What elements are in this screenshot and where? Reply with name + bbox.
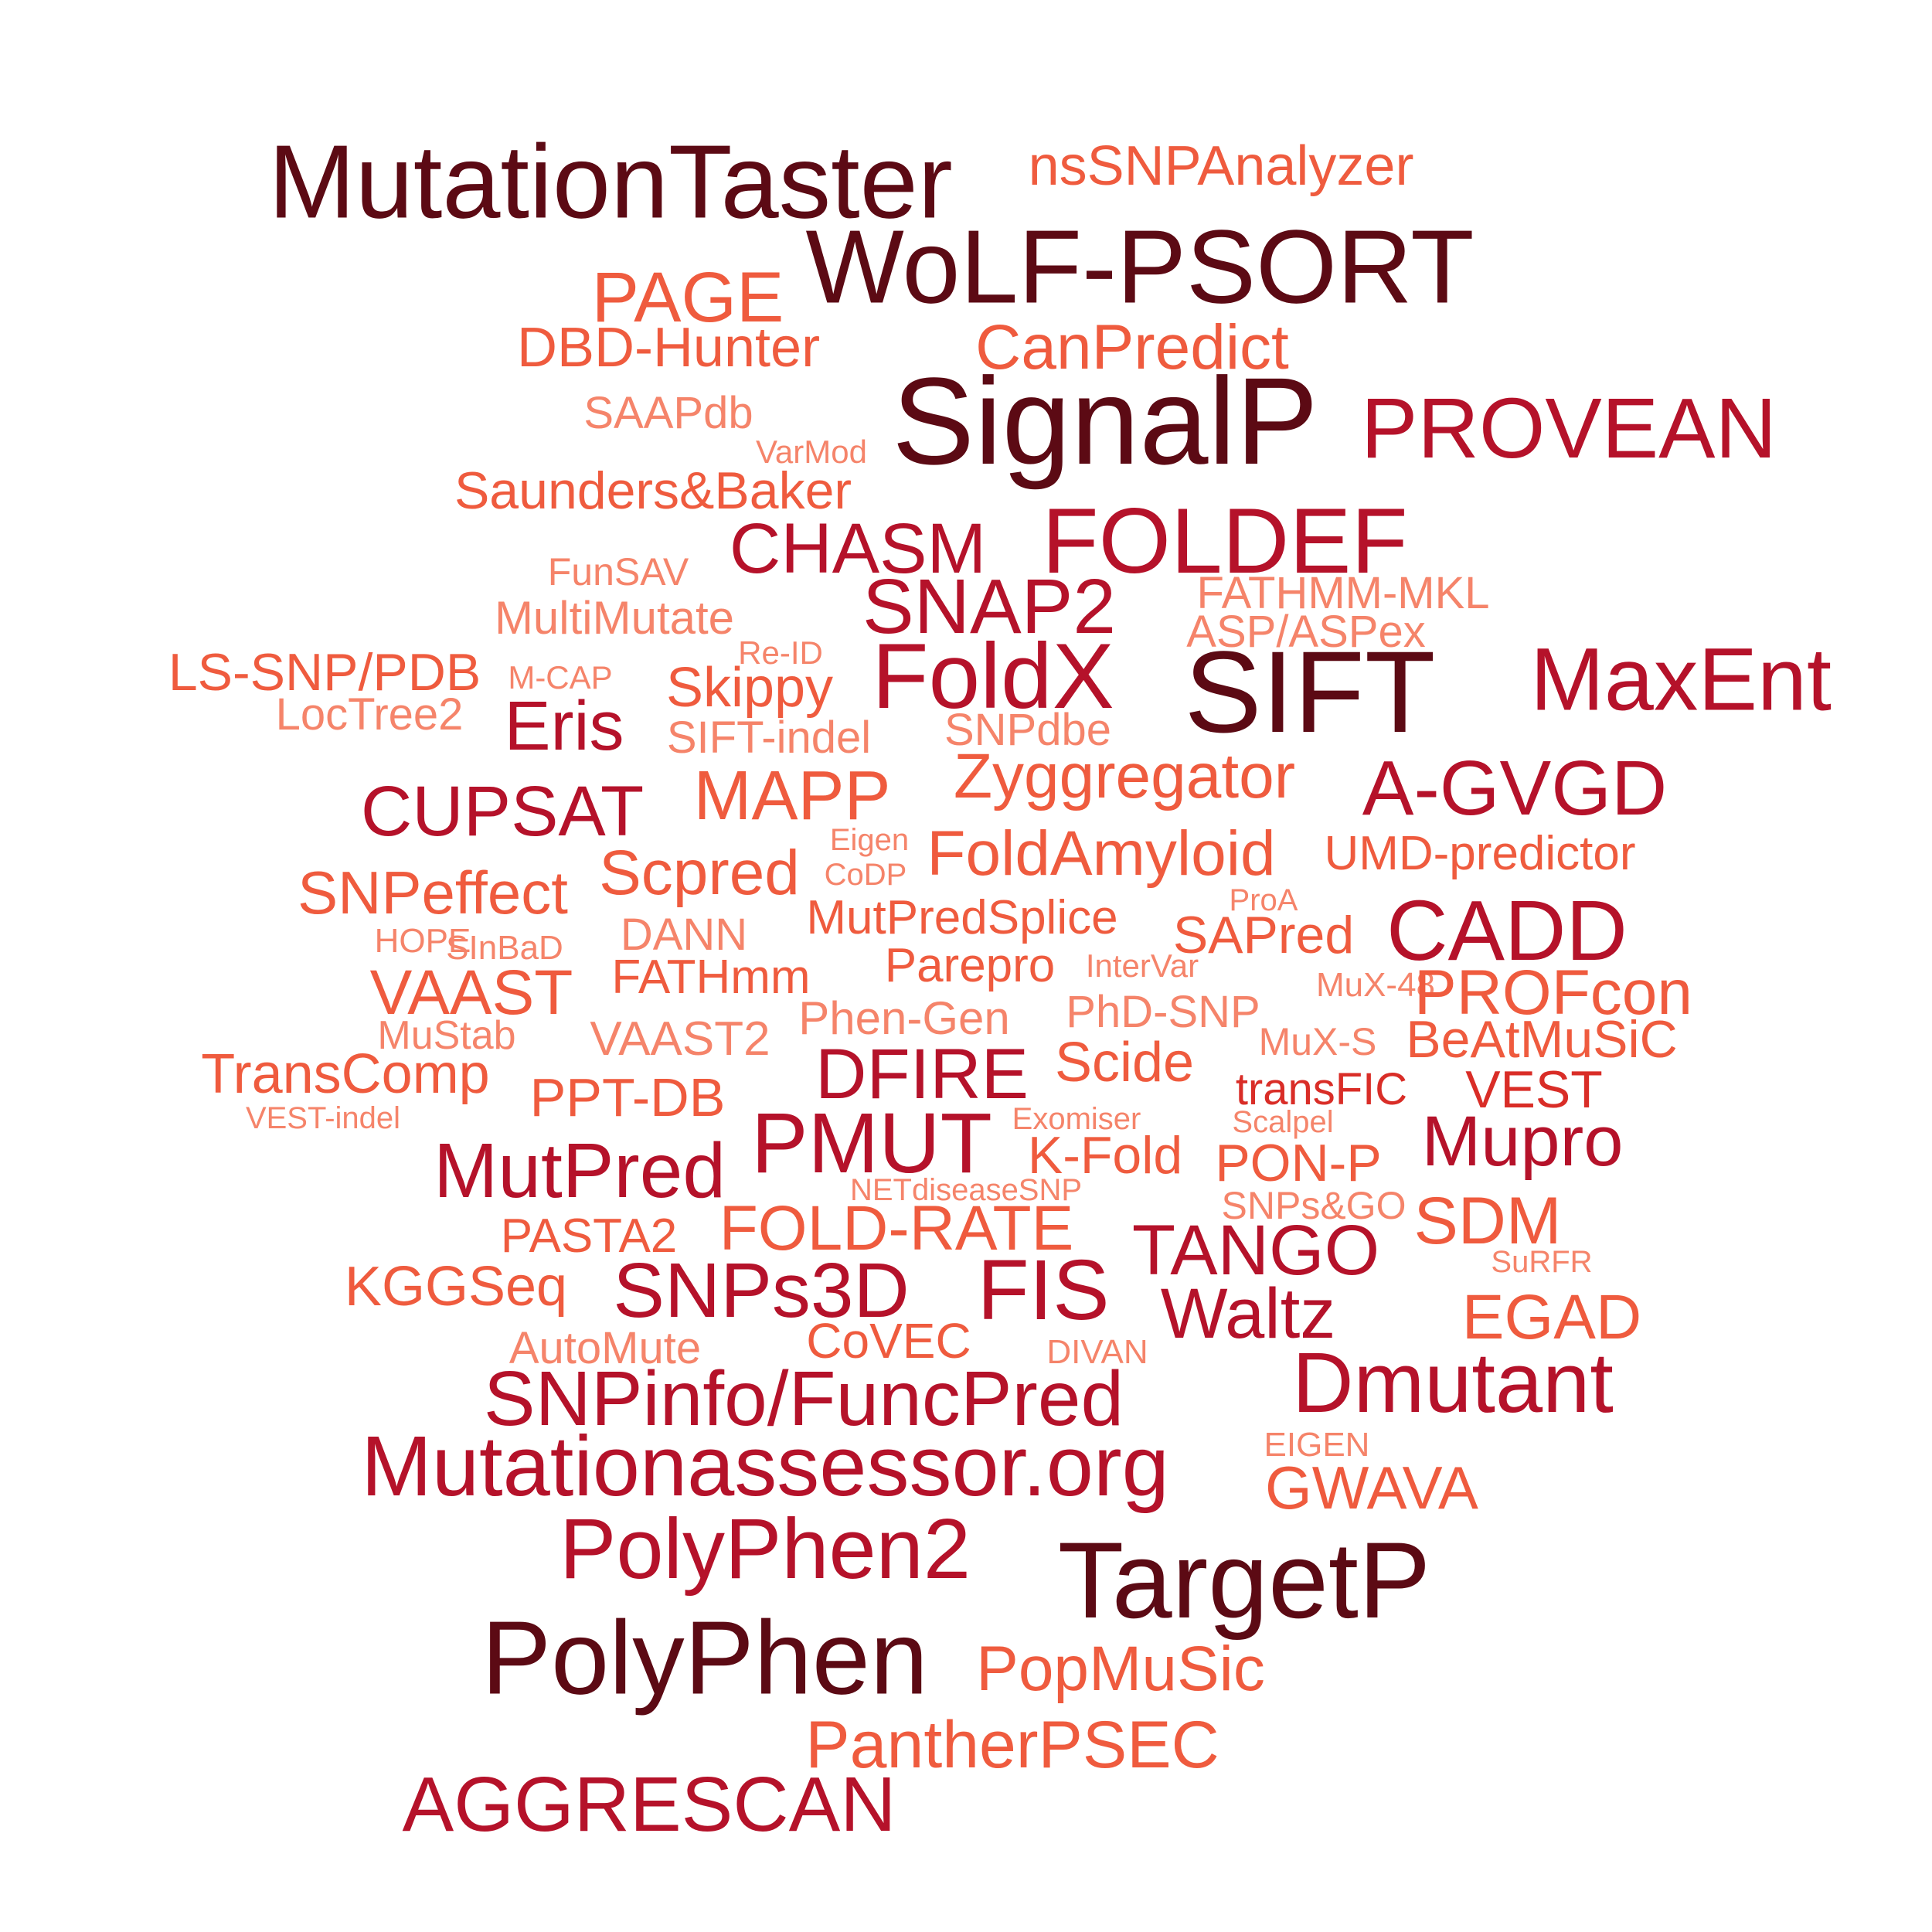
cloud-word: MuStab [377,1013,516,1058]
cloud-word: SIFT [1184,627,1436,757]
cloud-word: A-GVGD [1362,745,1668,832]
cloud-word: Parepro [884,939,1056,992]
cloud-word: Eris [504,688,624,765]
cloud-word: ASP/ASPex [1186,607,1426,657]
cloud-word: KGGSeq [344,1256,568,1318]
cloud-word: EGAD [1461,1282,1642,1352]
cloud-word: SNPeffect [298,859,568,927]
cloud-word: PolyPhen2 [559,1502,971,1597]
cloud-word: VarMod [756,434,867,470]
cloud-word: AGGRESCAN [402,1761,896,1848]
cloud-word: BeAtMuSiC [1406,1010,1678,1069]
cloud-word: SIFT-indel [666,713,872,763]
cloud-word: Re-ID [738,634,823,671]
cloud-word: FoldX [872,624,1114,728]
cloud-word: PPT-DB [529,1067,726,1128]
cloud-word: PolyPhen [481,1599,928,1716]
cloud-word: SAAPdb [583,388,753,438]
cloud-word: PROVEAN [1361,381,1777,476]
cloud-word: PAGE [591,258,784,337]
cloud-word: MutationTaster [268,123,953,240]
cloud-word: DIVAN [1046,1333,1148,1371]
cloud-word: FOLD-RATE [719,1193,1074,1264]
cloud-word: Scpred [599,838,800,908]
cloud-word: DBD-Hunter [516,317,821,379]
cloud-word: Eigen [829,823,910,857]
cloud-word: Exomiser [1012,1102,1141,1136]
cloud-word: PhD-SNP [1066,987,1260,1037]
cloud-word: MuX-S [1258,1020,1377,1063]
cloud-word: Phen-Gen [798,992,1010,1044]
cloud-word: Mupro [1421,1102,1624,1181]
cloud-word: EIGEN [1264,1426,1370,1464]
cloud-word: NETdiseaseSNP [849,1173,1083,1207]
cloud-word: Scide [1054,1032,1195,1094]
cloud-word: InterVar [1085,947,1199,984]
cloud-word: CHASM [729,509,987,588]
cloud-word: CoDP [824,858,907,892]
cloud-word: PON-P [1215,1134,1382,1192]
cloud-word: SNPinfo/FuncPred [483,1355,1124,1442]
cloud-word: VEST [1465,1060,1603,1119]
cloud-word: SNPdbe [944,705,1112,755]
cloud-word: ProA [1229,883,1298,917]
cloud-word: MutPred [434,1128,726,1214]
cloud-word: PMUT [751,1096,992,1191]
cloud-word: WoLF-PSORT [805,208,1475,325]
cloud-word: SAPred [1172,906,1355,964]
cloud-word: MaxEnt [1530,630,1832,730]
cloud-word: UMD-predictor [1324,827,1636,880]
cloud-word: VAAST2 [590,1012,770,1066]
cloud-word: PopMuSic [976,1634,1265,1704]
cloud-word: MuX-48 [1315,966,1436,1004]
cloud-word: FIS [977,1243,1110,1338]
cloud-word: K-Fold [1027,1126,1183,1185]
cloud-word: TargetP [1057,1519,1431,1641]
cloud-word: TANGO [1131,1211,1380,1290]
cloud-word: DANN [620,910,748,960]
cloud-word: Waltz [1160,1274,1336,1353]
cloud-word: CoVEC [806,1313,971,1369]
cloud-word: FATHMM-MKL [1196,568,1490,618]
cloud-word: Scalpel [1232,1105,1334,1139]
cloud-word: FoldAmyloid [927,818,1276,889]
cloud-word: Mutationassessor.org [361,1419,1169,1514]
cloud-word: Zyggregator [953,741,1296,811]
cloud-word: GWAVA [1265,1454,1478,1522]
cloud-word: Dmutant [1292,1335,1614,1430]
cloud-word: SDM [1413,1184,1562,1258]
cloud-word: VAAST [369,957,573,1028]
cloud-word: MAPP [693,757,891,835]
cloud-word: transFIC [1235,1064,1408,1114]
cloud-word: SNPs&GO [1221,1184,1406,1227]
cloud-word: SuRFR [1491,1245,1593,1279]
cloud-word: M-CAP [508,659,613,696]
cloud-word: SNAP2 [862,563,1116,650]
cloud-word: PROFcon [1414,957,1692,1028]
cloud-word: Skippy [665,657,834,719]
cloud-word: MultiMutate [494,592,735,644]
cloud-word: HOPE [374,922,471,960]
cloud-word: SignalP [892,352,1318,490]
cloud-word: MutPredSplice [806,891,1118,944]
cloud-word: VEST-indel [245,1101,401,1135]
cloud-word: CUPSAT [360,772,645,851]
cloud-word: FATHmm [611,951,811,1004]
cloud-word: FunSAV [547,550,689,594]
cloud-word: CADD [1386,883,1628,978]
cloud-word: PASTA2 [500,1209,678,1263]
cloud-word: nsSNPAnalyzer [1028,135,1414,197]
cloud-word: TransComp [201,1043,490,1105]
cloud-word: Saunders&Baker [454,461,852,520]
cloud-word: FOLDEF [1042,489,1408,593]
cloud-word: LS-SNP/PDB [168,643,481,702]
cloud-word: SInBaD [446,929,563,967]
cloud-word: LocTree2 [275,689,464,740]
cloud-word: PantherPSEC [805,1708,1219,1782]
cloud-word: SNPs3D [613,1247,910,1334]
cloud-word: DFIRE [815,1035,1029,1114]
cloud-word: CanPredict [975,312,1289,383]
cloud-word: AutoMute [509,1323,702,1373]
